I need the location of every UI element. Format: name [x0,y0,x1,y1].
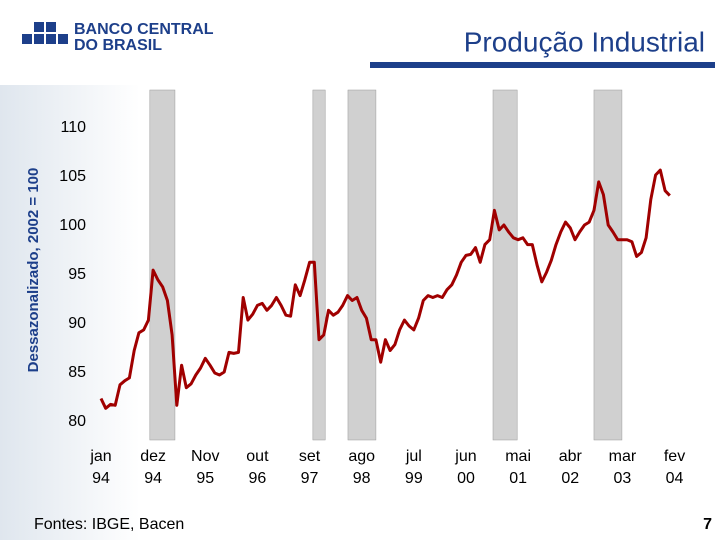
y-tick-label: 100 [59,217,86,234]
x-tick-label: abr 02 [558,448,582,487]
title-rule [370,62,715,68]
shaded-period [492,89,518,441]
x-tick-label: jun 00 [455,448,477,487]
logo-text: DO BRASIL [74,37,162,54]
y-tick-label: 85 [68,364,86,381]
page-number: 7 [703,516,712,533]
y-tick-label: 105 [59,168,86,185]
logo-text: BANCO CENTRAL [74,21,214,38]
shaded-period [312,89,326,441]
logo-icon [22,22,68,44]
source-note: Fontes: IBGE, Bacen [34,516,184,533]
header-bg [0,0,720,85]
y-tick-label: 80 [68,413,86,430]
x-tick-label: jul 99 [404,448,423,487]
x-tick-label: ago 98 [348,448,376,487]
data-line [99,168,671,410]
chart-title: Produção Industrial [464,26,705,57]
x-tick-label: fev 04 [663,448,686,487]
x-tick-label: mai 01 [505,448,531,487]
y-axis-label: Dessazonalizado, 2002 = 100 [25,168,42,373]
x-tick-label: jan 94 [90,448,112,487]
shaded-period [149,89,176,441]
shaded-period [347,89,377,441]
y-tick-label: 95 [68,266,86,283]
x-tick-label: out 96 [246,448,269,487]
x-tick-label: dez 94 [140,448,167,487]
y-tick-label: 90 [68,315,86,332]
y-tick-label: 110 [60,119,86,136]
shaded-period [593,89,623,441]
x-tick-label: set 97 [298,448,321,487]
x-tick-label: mar 03 [608,448,637,487]
x-tick-label: Nov 95 [191,448,220,487]
